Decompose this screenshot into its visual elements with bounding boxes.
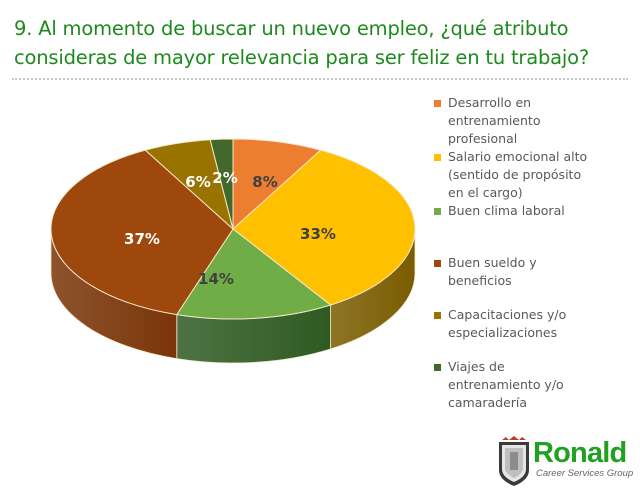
page-title: 9. Al momento de buscar un nuevo empleo,… (14, 14, 624, 72)
pie-sides (50, 228, 416, 364)
pie-slice-0 (232, 138, 322, 231)
shield-crest-icon (499, 436, 529, 486)
company-logo: Ronald Career Services Group (496, 434, 636, 488)
pie-slice-5 (209, 138, 234, 230)
legend-swatch-icon (434, 208, 441, 215)
data-label-0: 8% (252, 173, 277, 191)
logo-subtitle: Career Services Group (536, 468, 634, 479)
legend-swatch-icon (434, 100, 441, 107)
title-line-1: 9. Al momento de buscar un nuevo empleo,… (14, 17, 569, 40)
data-label-3: 37% (124, 230, 160, 248)
legend-label: Buen sueldo y beneficios (448, 255, 537, 288)
legend-label: Buen clima laboral (448, 203, 565, 218)
pie-slice-1 (232, 149, 416, 306)
legend-label: Capacitaciones y/o especializaciones (448, 307, 567, 340)
pie-top (50, 138, 416, 320)
data-label-5: 2% (212, 169, 237, 187)
logo-name: Ronald (533, 437, 627, 469)
data-label-1: 33% (300, 225, 336, 243)
dotted-divider (12, 78, 628, 80)
data-label-4: 6% (185, 173, 210, 191)
legend-swatch-icon (434, 312, 441, 319)
legend-label: Desarrollo en entrenamiento profesional (448, 95, 541, 146)
legend-swatch-icon (434, 154, 441, 161)
legend-label: Viajes de entrenamiento y/o camaradería (448, 359, 564, 410)
pie-slice-3 (50, 149, 234, 316)
legend-swatch-icon (434, 260, 441, 267)
data-label-2: 14% (198, 270, 234, 288)
pie-slice-2 (175, 228, 332, 320)
legend-swatch-icon (434, 364, 441, 371)
title-line-2: consideras de mayor relevancia para ser … (14, 46, 590, 69)
legend-label: Salario emocional alto (sentido de propós… (448, 149, 588, 200)
